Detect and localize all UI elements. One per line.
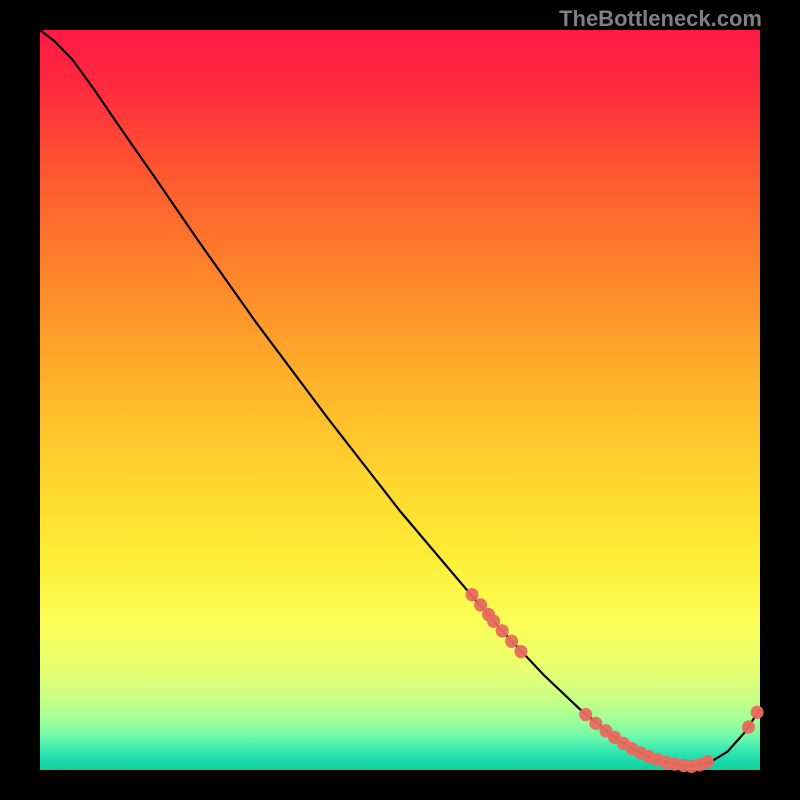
data-marker — [505, 635, 518, 648]
data-marker — [751, 706, 764, 719]
chart-frame: TheBottleneck.com — [0, 0, 800, 800]
data-marker — [579, 708, 592, 721]
data-marker — [465, 588, 478, 601]
bottleneck-curve — [40, 30, 760, 766]
marker-group — [465, 588, 763, 773]
data-marker — [742, 720, 755, 733]
curve-layer — [40, 30, 760, 770]
watermark-text: TheBottleneck.com — [559, 6, 762, 32]
data-marker — [496, 624, 509, 637]
plot-area — [40, 30, 760, 770]
data-marker — [701, 755, 714, 768]
data-marker — [514, 645, 527, 658]
